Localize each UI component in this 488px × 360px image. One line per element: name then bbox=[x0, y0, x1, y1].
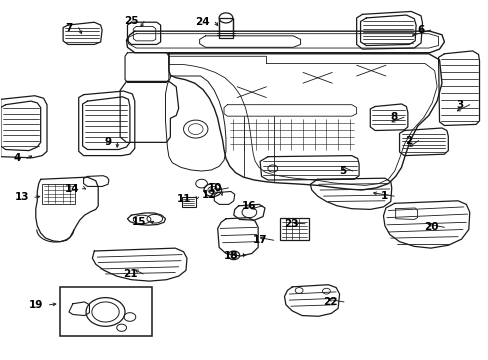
Text: 5: 5 bbox=[339, 166, 346, 176]
Text: 25: 25 bbox=[123, 17, 138, 27]
Text: 21: 21 bbox=[122, 269, 137, 279]
Text: 14: 14 bbox=[65, 184, 80, 194]
Text: 17: 17 bbox=[253, 235, 267, 245]
Text: 8: 8 bbox=[390, 112, 397, 122]
Text: 2: 2 bbox=[405, 136, 412, 145]
Text: 22: 22 bbox=[323, 297, 337, 307]
Text: 12: 12 bbox=[202, 190, 216, 200]
Bar bbox=[219, 18, 232, 38]
Text: 23: 23 bbox=[284, 219, 299, 229]
Text: 6: 6 bbox=[417, 25, 424, 35]
Text: 1: 1 bbox=[380, 191, 387, 201]
Bar bbox=[182, 197, 195, 207]
Text: 24: 24 bbox=[194, 17, 209, 27]
Text: 16: 16 bbox=[242, 201, 256, 211]
Text: 7: 7 bbox=[65, 23, 73, 33]
Bar bbox=[279, 218, 308, 240]
Text: 18: 18 bbox=[224, 251, 238, 261]
Text: 9: 9 bbox=[104, 138, 112, 147]
Text: 4: 4 bbox=[14, 153, 21, 163]
Text: 19: 19 bbox=[29, 300, 43, 310]
Bar bbox=[60, 287, 152, 336]
Text: 20: 20 bbox=[423, 222, 438, 232]
Text: 10: 10 bbox=[207, 183, 222, 193]
Text: 11: 11 bbox=[176, 194, 190, 204]
Text: 13: 13 bbox=[15, 192, 29, 202]
Text: 15: 15 bbox=[131, 217, 146, 227]
Text: 3: 3 bbox=[456, 100, 463, 110]
Bar bbox=[42, 184, 75, 204]
